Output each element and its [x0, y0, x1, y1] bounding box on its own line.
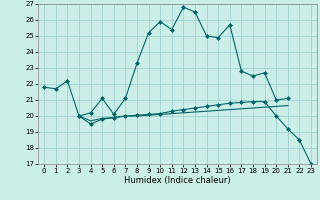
X-axis label: Humidex (Indice chaleur): Humidex (Indice chaleur): [124, 176, 231, 185]
